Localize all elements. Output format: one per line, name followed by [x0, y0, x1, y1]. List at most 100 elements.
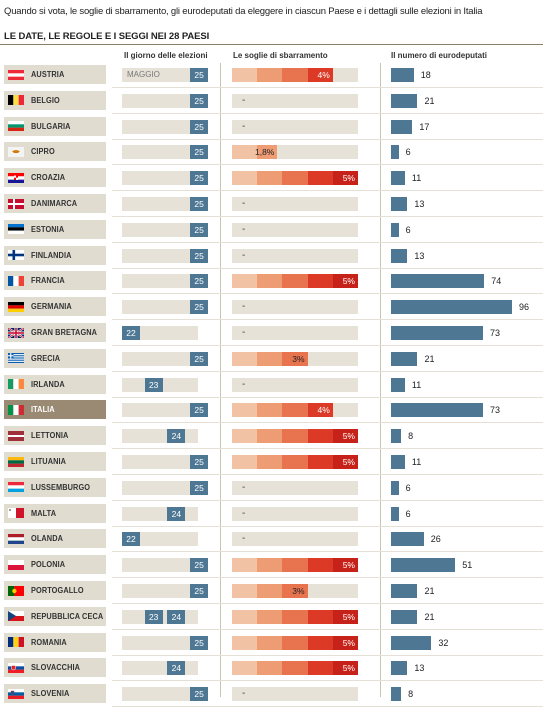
country-name: IRLANDA — [31, 379, 65, 389]
uk-flag-icon — [8, 327, 24, 338]
threshold-segment — [257, 145, 278, 160]
table-row: LETTONIA 24 5% 8 — [0, 424, 543, 450]
threshold-segment — [232, 351, 258, 366]
threshold-segment — [332, 558, 358, 573]
country-name: SLOVENIA — [31, 689, 70, 699]
mep-value: 21 — [424, 95, 435, 106]
threshold-value: 5% — [342, 560, 355, 571]
table-row: MALTA 24 - 6 — [0, 502, 543, 527]
country-cell: GRECIA — [4, 348, 106, 368]
mep-value: 73 — [490, 405, 501, 416]
table-row: SLOVACCHIA 24 5% 13 — [0, 656, 543, 682]
ireland-flag-icon — [8, 379, 24, 390]
day-track — [122, 351, 198, 366]
no-threshold-dash: - — [242, 198, 246, 209]
threshold-value: 5% — [342, 431, 355, 442]
column-separator — [220, 63, 221, 697]
column-header-day: Il giorno delle elezioni — [124, 51, 208, 60]
row-divider — [112, 499, 543, 501]
latvia-flag-icon — [8, 430, 24, 441]
threshold-segment — [282, 609, 308, 624]
country-cell: MALTA — [4, 503, 106, 523]
row-divider — [112, 680, 543, 682]
no-threshold-dash: - — [242, 249, 246, 261]
country-cell: AUSTRIA — [4, 65, 106, 84]
czech-flag-icon — [8, 611, 24, 622]
mep-bar — [391, 171, 405, 186]
country-name: PORTOGALLO — [31, 586, 84, 595]
day-track — [122, 429, 198, 444]
threshold-segment — [307, 558, 333, 573]
mep-bar — [391, 584, 418, 598]
germany-flag-icon — [8, 301, 24, 312]
threshold-segment — [257, 635, 283, 650]
threshold-track — [232, 248, 358, 263]
election-day-box: 25 — [190, 403, 209, 418]
threshold-segment — [282, 68, 308, 82]
mep-value: 74 — [491, 276, 502, 287]
italy-flag-icon — [8, 404, 24, 415]
threshold-track — [232, 480, 358, 495]
mep-bar — [391, 687, 402, 702]
table-row: FRANCIA 25 5% 74 — [0, 269, 543, 295]
poland-flag-icon — [8, 559, 24, 570]
threshold-segment — [332, 609, 358, 624]
threshold-track — [232, 119, 358, 134]
threshold-segment — [257, 171, 283, 186]
row-divider — [112, 87, 543, 88]
mep-value: 96 — [519, 302, 530, 313]
country-name: FRANCIA — [31, 276, 65, 286]
luxembourg-flag-icon — [8, 482, 24, 493]
mep-bar — [391, 248, 408, 263]
day-track — [122, 93, 198, 108]
election-day-box: 25 — [190, 222, 209, 237]
threshold-segment — [282, 635, 308, 650]
row-divider — [112, 216, 543, 217]
country-name: FINLANDIA — [31, 250, 72, 260]
threshold-segment — [332, 635, 358, 650]
table-row: GRECIA 25 3% 21 — [0, 347, 543, 372]
election-day-box: 25 — [190, 145, 209, 160]
threshold-segment — [232, 403, 258, 418]
row-divider — [112, 525, 543, 527]
table-row: CIPRO 25 1,8% 6 — [0, 140, 543, 166]
row-divider — [112, 396, 543, 398]
mep-value: 6 — [405, 147, 411, 158]
day-track — [122, 68, 198, 82]
threshold-segment — [307, 68, 333, 82]
no-threshold-dash: - — [242, 94, 246, 106]
mep-bar — [391, 635, 432, 650]
row-divider — [112, 267, 543, 269]
country-cell: LUSSEMBURGO — [4, 477, 106, 497]
threshold-segment — [307, 274, 333, 289]
table-row: LUSSEMBURGO 25 - 6 — [0, 476, 543, 501]
election-day-box: 25 — [190, 197, 209, 211]
election-day-box: 25 — [190, 274, 209, 289]
election-day-box: 25 — [190, 171, 209, 186]
table-row: REPUBBLICA CECA 23 24 5% 21 — [0, 605, 543, 630]
belgium-flag-icon — [8, 95, 24, 106]
row-divider — [112, 241, 543, 243]
threshold-segment — [232, 429, 258, 444]
mep-bar — [391, 274, 485, 289]
table-row: LITUANIA 25 5% 11 — [0, 450, 543, 475]
threshold-track — [232, 377, 358, 392]
election-day-box: 25 — [190, 584, 209, 598]
table-row: BULGARIA 25 - 17 — [0, 115, 543, 140]
mep-bar — [391, 532, 424, 547]
election-day-box: 23 — [144, 609, 163, 624]
day-track — [122, 661, 198, 676]
table-row: ESTONIA 25 - 6 — [0, 218, 543, 243]
mep-bar — [391, 403, 483, 418]
mep-bar — [391, 351, 418, 366]
election-day-box: 25 — [190, 351, 209, 366]
election-day-box: 24 — [167, 429, 186, 444]
mep-value: 51 — [462, 560, 473, 571]
country-name: CIPRO — [31, 147, 55, 157]
country-name: GRAN BRETAGNA — [31, 328, 98, 337]
threshold-segment — [282, 403, 308, 418]
election-day-box: 25 — [190, 558, 209, 573]
mep-bar — [391, 119, 413, 134]
mep-value: 73 — [490, 328, 501, 338]
threshold-value: 5% — [342, 173, 355, 184]
